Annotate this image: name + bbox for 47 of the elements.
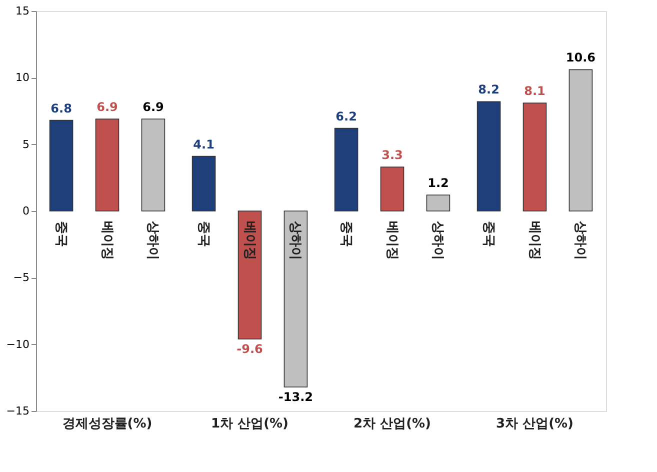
series-label: 베이징 xyxy=(242,221,257,260)
bar xyxy=(238,210,262,340)
x-tick-label: 경제성장률(%) xyxy=(62,416,152,432)
bar xyxy=(426,194,450,212)
text: 베이징 xyxy=(384,221,400,260)
y-tick-label: 10 xyxy=(16,71,30,84)
x-tick-label: 2차 산업(%) xyxy=(354,416,431,432)
bar xyxy=(95,118,120,212)
bar xyxy=(192,156,216,212)
data-label: 6.9 xyxy=(142,100,164,114)
data-label: 1.2 xyxy=(428,176,449,190)
x-tick-label: 1차 산업(%) xyxy=(211,416,288,432)
data-label: 10.6 xyxy=(566,50,596,65)
bar xyxy=(568,69,593,212)
bar xyxy=(334,128,358,212)
text: 베이징 xyxy=(526,221,542,260)
bar xyxy=(380,166,404,212)
bar xyxy=(476,101,501,212)
bar xyxy=(141,118,166,212)
y-tick-label: −10 xyxy=(6,338,30,351)
text: 중국 xyxy=(338,221,354,247)
data-label: 3.3 xyxy=(382,148,403,162)
data-label: 8.2 xyxy=(478,82,500,97)
text: 베이징 xyxy=(99,221,114,260)
y-tick-label: −15 xyxy=(6,404,30,418)
data-label: 6.2 xyxy=(336,109,357,124)
text: 중국 xyxy=(480,221,496,247)
data-label: -9.6 xyxy=(236,342,263,356)
y-tick-label: 5 xyxy=(22,138,30,151)
text: 중국 xyxy=(53,221,68,247)
y-tick-label: 0 xyxy=(22,204,30,218)
y-tick-label: 15 xyxy=(16,4,30,18)
x-tick-label: 3차 산업(%) xyxy=(496,416,574,432)
text: 중국 xyxy=(196,221,211,247)
data-label: 6.8 xyxy=(50,101,72,116)
y-tick-label: −5 xyxy=(13,271,30,284)
series-label: 상하이 xyxy=(288,221,303,260)
bar xyxy=(49,120,74,212)
text: 상하이 xyxy=(572,221,588,260)
bar xyxy=(522,102,547,212)
data-label: -13.2 xyxy=(278,390,314,404)
data-label: 8.1 xyxy=(524,84,546,98)
data-label: 6.9 xyxy=(96,100,118,114)
data-label: 4.1 xyxy=(193,137,214,152)
bar xyxy=(284,210,308,388)
text: 상하이 xyxy=(145,221,160,260)
text: 상하이 xyxy=(430,221,446,260)
